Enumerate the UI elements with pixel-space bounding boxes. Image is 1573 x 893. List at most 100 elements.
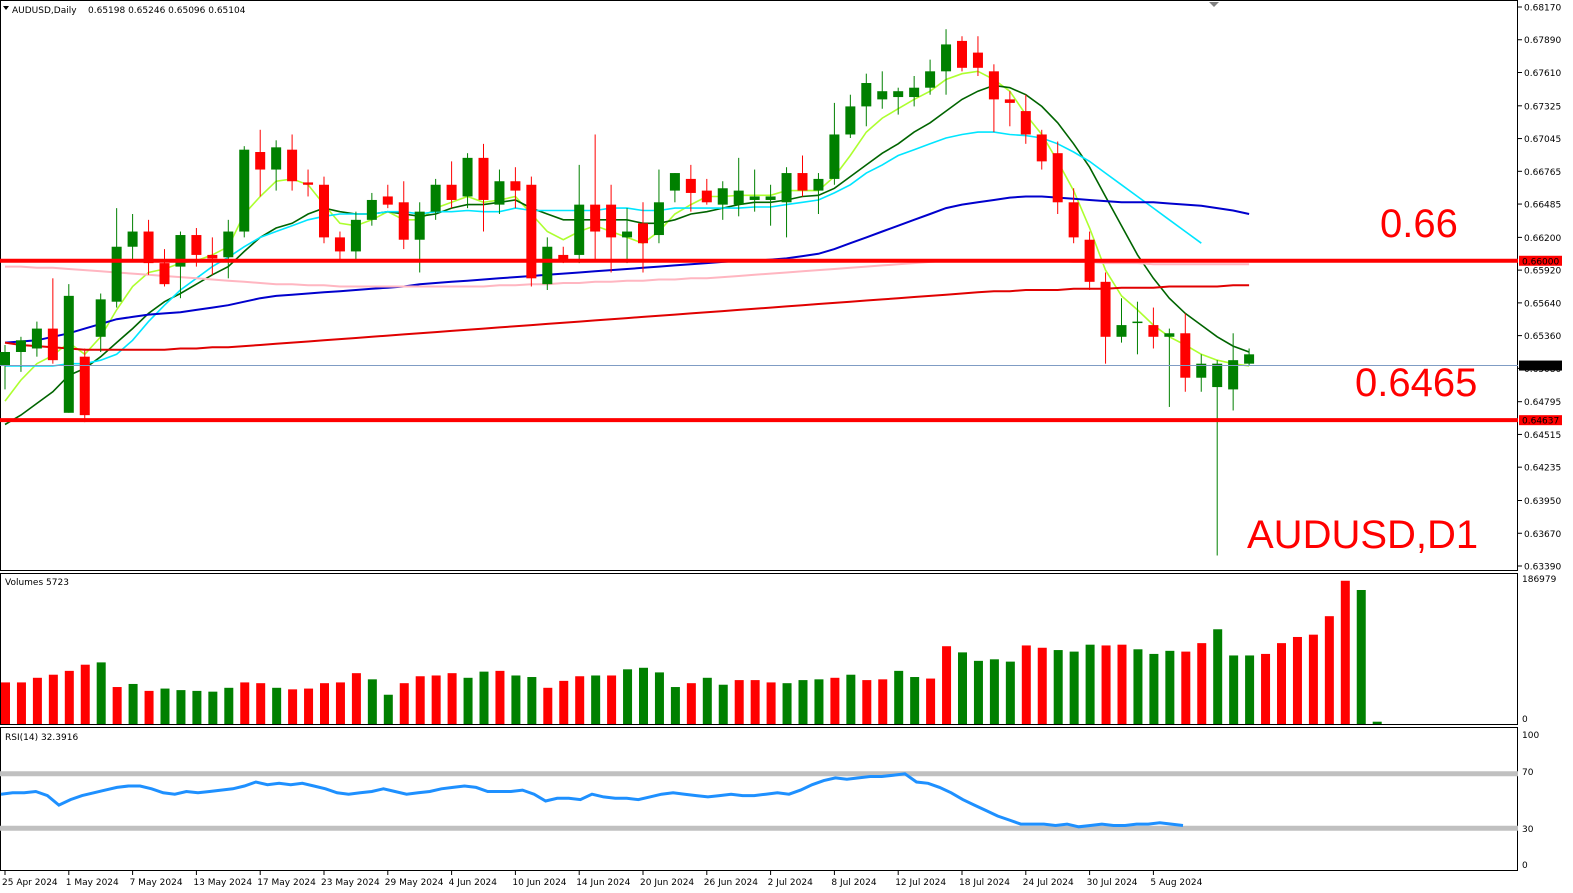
candle [590,134,601,261]
candle [159,249,170,287]
candle [845,94,856,138]
volume-bar [1245,655,1255,724]
candle [303,169,314,197]
candle-body [893,91,904,98]
y-tick-label: 0.68170 [1524,4,1561,14]
candle-body [813,178,824,191]
volume-bar [431,675,441,724]
candle-body [1020,111,1031,135]
x-tick-label: 20 Jun 2024 [640,878,694,888]
candle-body [15,340,26,352]
volume-bar [670,687,680,724]
rsi-indicator [0,771,1518,831]
candle [1164,328,1175,407]
candle-body [255,152,266,170]
candle [271,140,282,191]
y-tick-label: 0.65360 [1524,332,1561,342]
volume-bar [989,659,999,724]
volume-bar [1021,645,1031,724]
dropdown-arrow-icon[interactable] [3,6,9,10]
candle-body [1052,153,1063,203]
volume-bar [1229,655,1239,724]
volume-bar [1085,644,1095,724]
candle-body [749,196,760,200]
candle-body [733,190,744,205]
candle-body [510,181,521,191]
volume-bar [1101,645,1111,724]
candle [478,143,489,232]
volume-bar [623,669,633,724]
candle-body [207,254,218,259]
x-tick-label: 12 Jul 2024 [895,878,946,888]
x-tick-label: 8 Jul 2024 [831,878,876,888]
volume-bar [192,690,202,724]
volume-bar [415,676,425,724]
candle [669,173,680,203]
volume-bar [399,683,409,724]
time-axis: 25 Apr 2024 1 May 2024 7 May 2024 13 May 20… [2,871,1203,888]
volume-bar [128,683,138,724]
candle [1020,94,1031,144]
volume-bar [144,690,154,724]
candle [1180,313,1191,392]
volume-bar [1117,644,1127,724]
volume-bar [288,689,298,724]
candle-body [494,181,505,205]
candle [813,173,824,214]
x-tick-label: 29 May 2024 [385,878,444,888]
candle-body [430,184,441,212]
candle-body [1004,99,1015,103]
candle-body [797,173,808,191]
volume-bar [112,687,122,724]
volume-bar [862,680,872,724]
candle-body [1212,363,1223,388]
x-tick-label: 10 Jun 2024 [512,878,566,888]
candle-body [111,246,122,302]
y-tick-label: 0.67045 [1524,135,1561,145]
candle-body [669,173,680,191]
candle-body [63,295,74,413]
candle [1004,91,1015,127]
candle-body [941,44,952,72]
candle [95,293,106,352]
candle-body [350,219,361,252]
volume-bar [1181,651,1191,724]
candle [175,231,186,299]
candle-body [0,351,10,367]
candle-body [334,237,345,252]
candle [1116,298,1127,343]
volume-bar [272,687,282,724]
volume-bar [591,675,601,724]
y-tick-label: 0.63950 [1524,497,1561,507]
volume-bar [686,683,696,724]
volume-bar [942,646,952,724]
candle [510,167,521,209]
volume-bar [256,683,266,724]
x-tick-label: 18 Jul 2024 [959,878,1010,888]
candle [398,181,409,250]
candle-body [271,147,282,170]
volume-bar [527,677,537,724]
y-tick-label: 0.67325 [1524,102,1561,112]
candle [1036,129,1047,170]
rsi-tick-100: 100 [1522,731,1539,741]
x-tick-label: 25 Apr 2024 [2,878,58,888]
candle [749,169,760,212]
volume-title: Volumes 5723 [5,578,69,588]
y-tick-label: 0.65920 [1524,267,1561,277]
volume-bar [32,677,42,724]
candles [0,29,1255,556]
volume-bar [383,694,393,724]
volume-bar [639,667,648,724]
volume-bar [1053,650,1063,724]
price-tag-box [1519,415,1562,426]
candle [366,192,377,226]
chart-shift-marker-icon[interactable] [1209,2,1219,7]
candle-body [925,71,936,88]
candle [47,278,58,364]
volume-bar [64,670,74,724]
candle-body [1196,363,1207,378]
rsi-line [0,772,1184,829]
volume-bar [511,675,521,724]
candle [701,178,712,205]
